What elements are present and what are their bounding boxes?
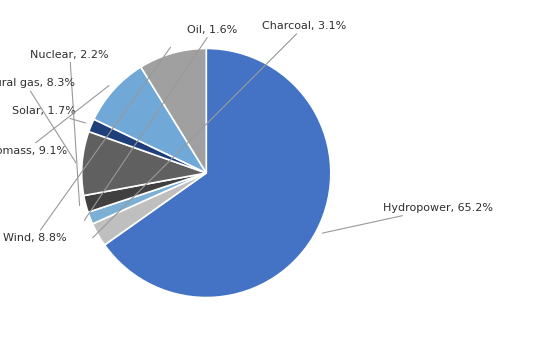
Wedge shape <box>88 173 206 224</box>
Wedge shape <box>104 48 331 298</box>
Wedge shape <box>89 119 206 173</box>
Text: Hydropower, 65.2%: Hydropower, 65.2% <box>322 203 493 233</box>
Wedge shape <box>82 131 206 195</box>
Text: Biomass, 9.1%: Biomass, 9.1% <box>0 85 109 156</box>
Wedge shape <box>94 67 206 173</box>
Text: Nuclear, 2.2%: Nuclear, 2.2% <box>30 50 109 206</box>
Wedge shape <box>92 173 206 245</box>
Text: Wind, 8.8%: Wind, 8.8% <box>3 47 170 243</box>
Text: Oil, 1.6%: Oil, 1.6% <box>84 25 238 220</box>
Text: Solar, 1.7%: Solar, 1.7% <box>12 106 85 123</box>
Text: Natural gas, 8.3%: Natural gas, 8.3% <box>0 78 76 163</box>
Wedge shape <box>84 173 206 212</box>
Wedge shape <box>141 48 206 173</box>
Text: Charcoal, 3.1%: Charcoal, 3.1% <box>92 21 346 238</box>
